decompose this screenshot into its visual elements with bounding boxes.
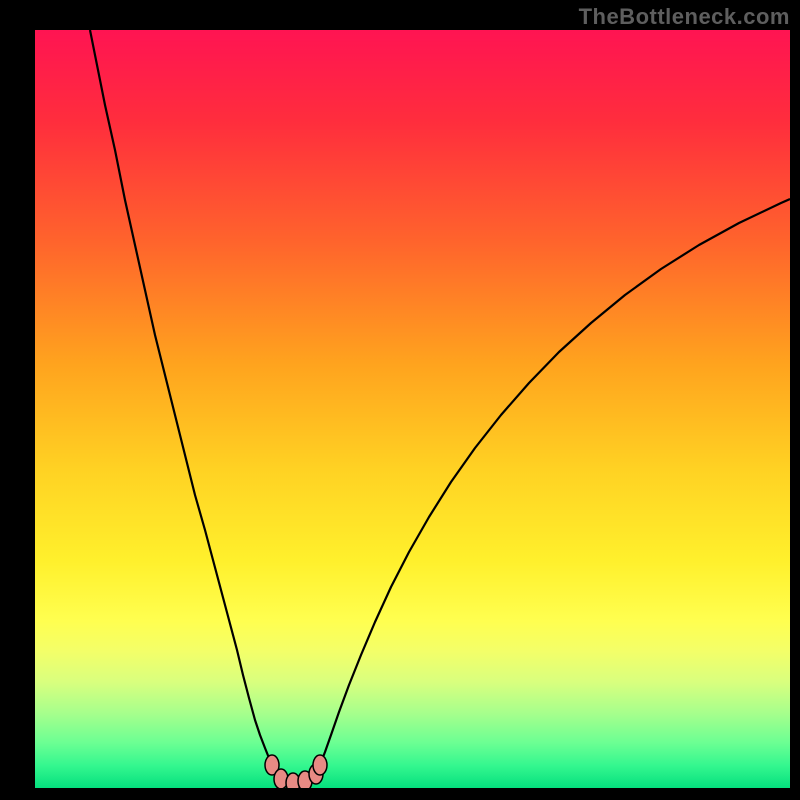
chart-frame: TheBottleneck.com xyxy=(0,0,800,800)
chart-background xyxy=(35,30,790,788)
u-marker xyxy=(313,755,327,775)
watermark-text: TheBottleneck.com xyxy=(579,4,790,30)
plot-area xyxy=(35,30,790,788)
bottleneck-chart-svg xyxy=(35,30,790,788)
